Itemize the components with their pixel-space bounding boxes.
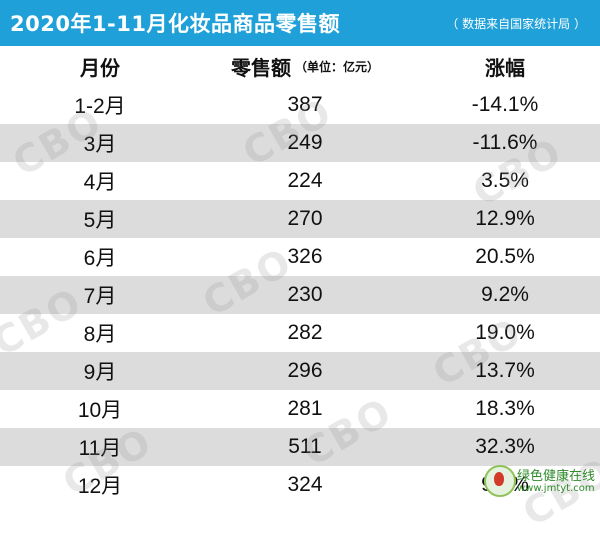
cell-growth: 9.2% [481,283,529,306]
cell-growth: -11.6% [472,131,538,154]
header-growth: 涨幅 [485,55,525,80]
table-row: 7月 230 9.2% [0,276,600,314]
cell-month: 6月 [83,247,117,270]
cell-month: 7月 [83,285,117,308]
cell-month: 5月 [83,209,117,232]
cell-growth: 18.3% [475,397,535,420]
cell-growth: 3.5% [481,169,529,192]
table-header: 月份 零售额 （单位：亿元） 涨幅 [0,46,600,86]
header-sales: 零售额 （单位：亿元） [200,46,410,86]
cell-sales: 249 [287,131,323,154]
cell-sales: 296 [287,359,323,382]
cell-month: 10月 [77,399,123,422]
cell-month: 8月 [83,323,117,346]
cell-sales: 270 [287,207,323,230]
cell-sales: 324 [287,473,323,496]
cell-month: 11月 [78,437,122,460]
cell-sales: 281 [287,397,323,420]
table-row: 4月 224 3.5% [0,162,600,200]
page-title: 2020年1-11月化妆品商品零售额 [10,12,340,36]
cell-growth: 9.0% [481,473,529,496]
table-row: 10月 281 18.3% [0,390,600,428]
header-month: 月份 [80,55,120,80]
cell-growth: 20.5% [475,245,535,268]
cell-sales: 224 [287,169,323,192]
table-row: 12月 324 9.0% [0,466,600,504]
cell-sales: 326 [287,245,323,268]
table-row: 5月 270 12.9% [0,200,600,238]
cell-growth: 13.7% [475,359,535,382]
cell-month: 9月 [83,361,117,384]
cell-sales: 282 [287,321,323,344]
cell-month: 1-2月 [74,95,126,118]
table-row: 1-2月 387 -14.1% [0,86,600,124]
header-sales-unit: （单位：亿元） [294,59,379,74]
cell-month: 3月 [83,133,117,156]
cell-growth: 19.0% [475,321,535,344]
header-sales-label: 零售额 [230,55,291,80]
table-row: 3月 249 -11.6% [0,124,600,162]
table-row: 6月 326 20.5% [0,238,600,276]
table-row: 9月 296 13.7% [0,352,600,390]
table-row: 11月 511 32.3% [0,428,600,466]
cell-sales: 511 [288,435,322,458]
cell-sales: 230 [287,283,323,306]
table-row: 8月 282 19.0% [0,314,600,352]
source-note: （ 数据来自国家统计局 ） [446,17,586,31]
cell-sales: 387 [287,93,323,116]
cell-month: 12月 [77,475,123,498]
cell-growth: 12.9% [475,207,535,230]
cell-growth: -14.1% [471,93,539,116]
title-bar: 2020年1-11月化妆品商品零售额 （ 数据来自国家统计局 ） [0,0,600,46]
cell-growth: 32.3% [475,435,535,458]
cell-month: 4月 [83,171,117,194]
